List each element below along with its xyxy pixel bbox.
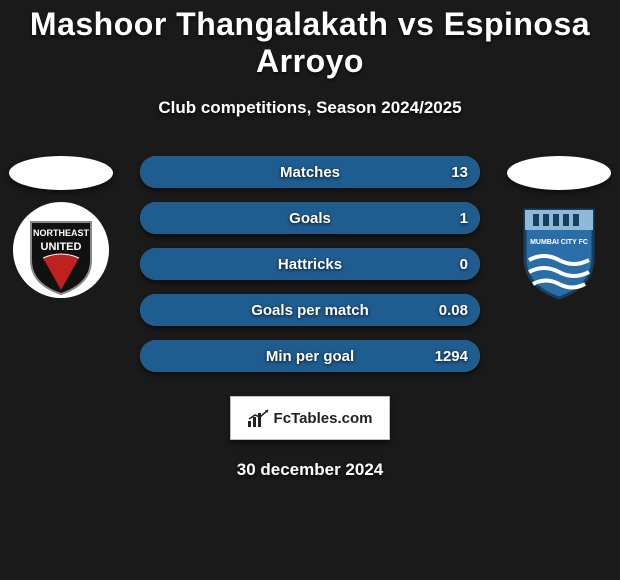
chart-icon	[248, 409, 270, 427]
svg-text:NORTHEAST: NORTHEAST	[33, 228, 90, 238]
player-left-avatar-placeholder	[9, 156, 113, 190]
player-right-column: MUMBAI CITY FC	[504, 156, 614, 300]
team-badge-left: NORTHEAST UNITED	[11, 200, 111, 300]
stat-value-right: 0.08	[439, 302, 468, 319]
stats-list: Matches 13 Goals 1 Hattricks 0 Goals per match…	[140, 156, 480, 372]
stat-label: Min per goal	[266, 348, 354, 365]
stat-row: Goals 1	[140, 202, 480, 234]
stat-row: Hattricks 0	[140, 248, 480, 280]
stat-label: Goals	[289, 210, 331, 227]
stat-value-right: 0	[460, 256, 468, 273]
subtitle: Club competitions, Season 2024/2025	[0, 98, 620, 118]
team-badge-right: MUMBAI CITY FC	[509, 200, 609, 300]
player-left-column: NORTHEAST UNITED	[6, 156, 116, 300]
stat-label: Matches	[280, 164, 340, 181]
page-title: Mashoor Thangalakath vs Espinosa Arroyo	[0, 6, 620, 80]
svg-text:MUMBAI CITY FC: MUMBAI CITY FC	[530, 239, 588, 246]
svg-text:UNITED: UNITED	[41, 241, 82, 253]
stat-label: Goals per match	[251, 302, 369, 319]
stat-row: Min per goal 1294	[140, 340, 480, 372]
stat-row: Matches 13	[140, 156, 480, 188]
stat-label: Hattricks	[278, 256, 342, 273]
brand-text: FcTables.com	[274, 410, 373, 427]
stat-row: Goals per match 0.08	[140, 294, 480, 326]
stat-value-right: 1294	[435, 348, 468, 365]
stat-value-right: 1	[460, 210, 468, 227]
player-right-avatar-placeholder	[507, 156, 611, 190]
stat-value-right: 13	[451, 164, 468, 181]
brand-box: FcTables.com	[230, 396, 390, 440]
date-label: 30 december 2024	[0, 460, 620, 480]
